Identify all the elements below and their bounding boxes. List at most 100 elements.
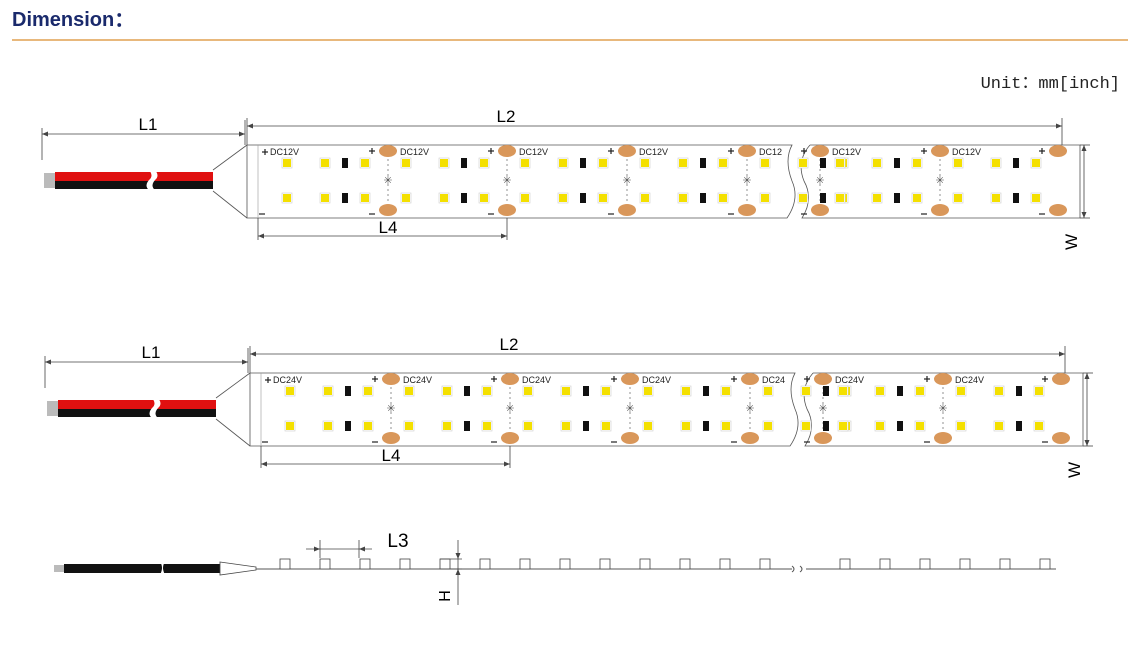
led-chip	[992, 194, 1000, 202]
led-chip	[764, 422, 772, 430]
arrow-head	[1081, 212, 1087, 218]
led-chip	[361, 159, 369, 167]
led-chip	[719, 194, 727, 202]
arrow-head	[242, 359, 248, 365]
wire-black	[58, 409, 216, 417]
solder-pad	[382, 373, 400, 385]
resistor	[703, 386, 709, 396]
cut-mark: ✳	[622, 175, 631, 187]
resistor	[894, 158, 900, 168]
resistor	[580, 158, 586, 168]
led-side	[879, 558, 891, 570]
led-chip	[873, 194, 881, 202]
arrow-head	[504, 461, 510, 467]
l2-label: L2	[500, 335, 519, 354]
solder-pad	[618, 145, 636, 157]
led-side	[319, 558, 331, 570]
led-chip	[521, 159, 529, 167]
resistor	[342, 158, 348, 168]
led-chip	[364, 422, 372, 430]
led-chip	[839, 387, 847, 395]
solder-pad	[1049, 145, 1067, 157]
solder-pad	[379, 145, 397, 157]
led-chip	[364, 387, 372, 395]
cut-mark: ✳	[745, 403, 754, 415]
resistor	[1013, 193, 1019, 203]
resistor	[700, 193, 706, 203]
resistor	[580, 193, 586, 203]
led-chip	[286, 387, 294, 395]
resistor	[464, 386, 470, 396]
solder-pad	[498, 204, 516, 216]
l4-label: L4	[382, 446, 401, 465]
solder-pad	[621, 432, 639, 444]
resistor	[342, 193, 348, 203]
solder-pad	[738, 145, 756, 157]
led-chip	[599, 194, 607, 202]
voltage-label: DC12V	[400, 147, 429, 157]
led-chip	[764, 387, 772, 395]
connector-cone	[219, 561, 257, 576]
led-side	[479, 558, 491, 570]
led-chip	[440, 159, 448, 167]
led-chip	[876, 422, 884, 430]
led-side	[679, 558, 691, 570]
resistor	[583, 386, 589, 396]
led-side	[919, 558, 931, 570]
cut-mark: ✳	[625, 403, 634, 415]
led-side	[759, 558, 771, 570]
led-chip	[324, 422, 332, 430]
voltage-label: DC12	[759, 147, 782, 157]
led-chip	[679, 194, 687, 202]
solder-pad	[811, 204, 829, 216]
solder-pad	[498, 145, 516, 157]
led-chip	[992, 159, 1000, 167]
resistor	[464, 421, 470, 431]
cut-mark: ✳	[935, 175, 944, 187]
led-chip	[913, 194, 921, 202]
l4-label: L4	[379, 218, 398, 237]
led-chip	[957, 387, 965, 395]
led-side	[279, 558, 291, 570]
led-chip	[954, 159, 962, 167]
led-chip	[286, 422, 294, 430]
solder-pad	[741, 432, 759, 444]
led-chip	[679, 159, 687, 167]
solder-pad	[931, 204, 949, 216]
led-side	[359, 558, 371, 570]
cut-mark: ✳	[383, 175, 392, 187]
resistor	[894, 193, 900, 203]
arrow-head	[247, 123, 253, 129]
resistor	[820, 193, 826, 203]
cut-mark: ✳	[818, 403, 827, 415]
resistor	[461, 193, 467, 203]
led-side	[719, 558, 731, 570]
led-chip	[913, 159, 921, 167]
solder-pad	[621, 373, 639, 385]
solder-pad	[934, 432, 952, 444]
led-side	[519, 558, 531, 570]
led-chip	[839, 422, 847, 430]
arrow-head	[258, 233, 264, 239]
led-side	[439, 558, 451, 570]
wire-tip	[44, 173, 55, 188]
break-mark	[791, 565, 803, 573]
h-label: H	[437, 590, 454, 602]
led-chip	[483, 387, 491, 395]
led-chip	[836, 194, 844, 202]
resistor	[461, 158, 467, 168]
solder-pad	[382, 432, 400, 444]
led-chip	[402, 194, 410, 202]
led-chip	[524, 387, 532, 395]
led-chip	[802, 387, 810, 395]
voltage-label: DC12V	[952, 147, 981, 157]
led-chip	[916, 387, 924, 395]
voltage-label: DC12V	[832, 147, 861, 157]
solder-pad	[814, 373, 832, 385]
arrow-head	[1084, 373, 1090, 379]
arrow-head	[501, 233, 507, 239]
arrow-head	[1056, 123, 1062, 129]
led-chip	[719, 159, 727, 167]
wire-break	[146, 170, 158, 190]
solder-pad	[501, 373, 519, 385]
